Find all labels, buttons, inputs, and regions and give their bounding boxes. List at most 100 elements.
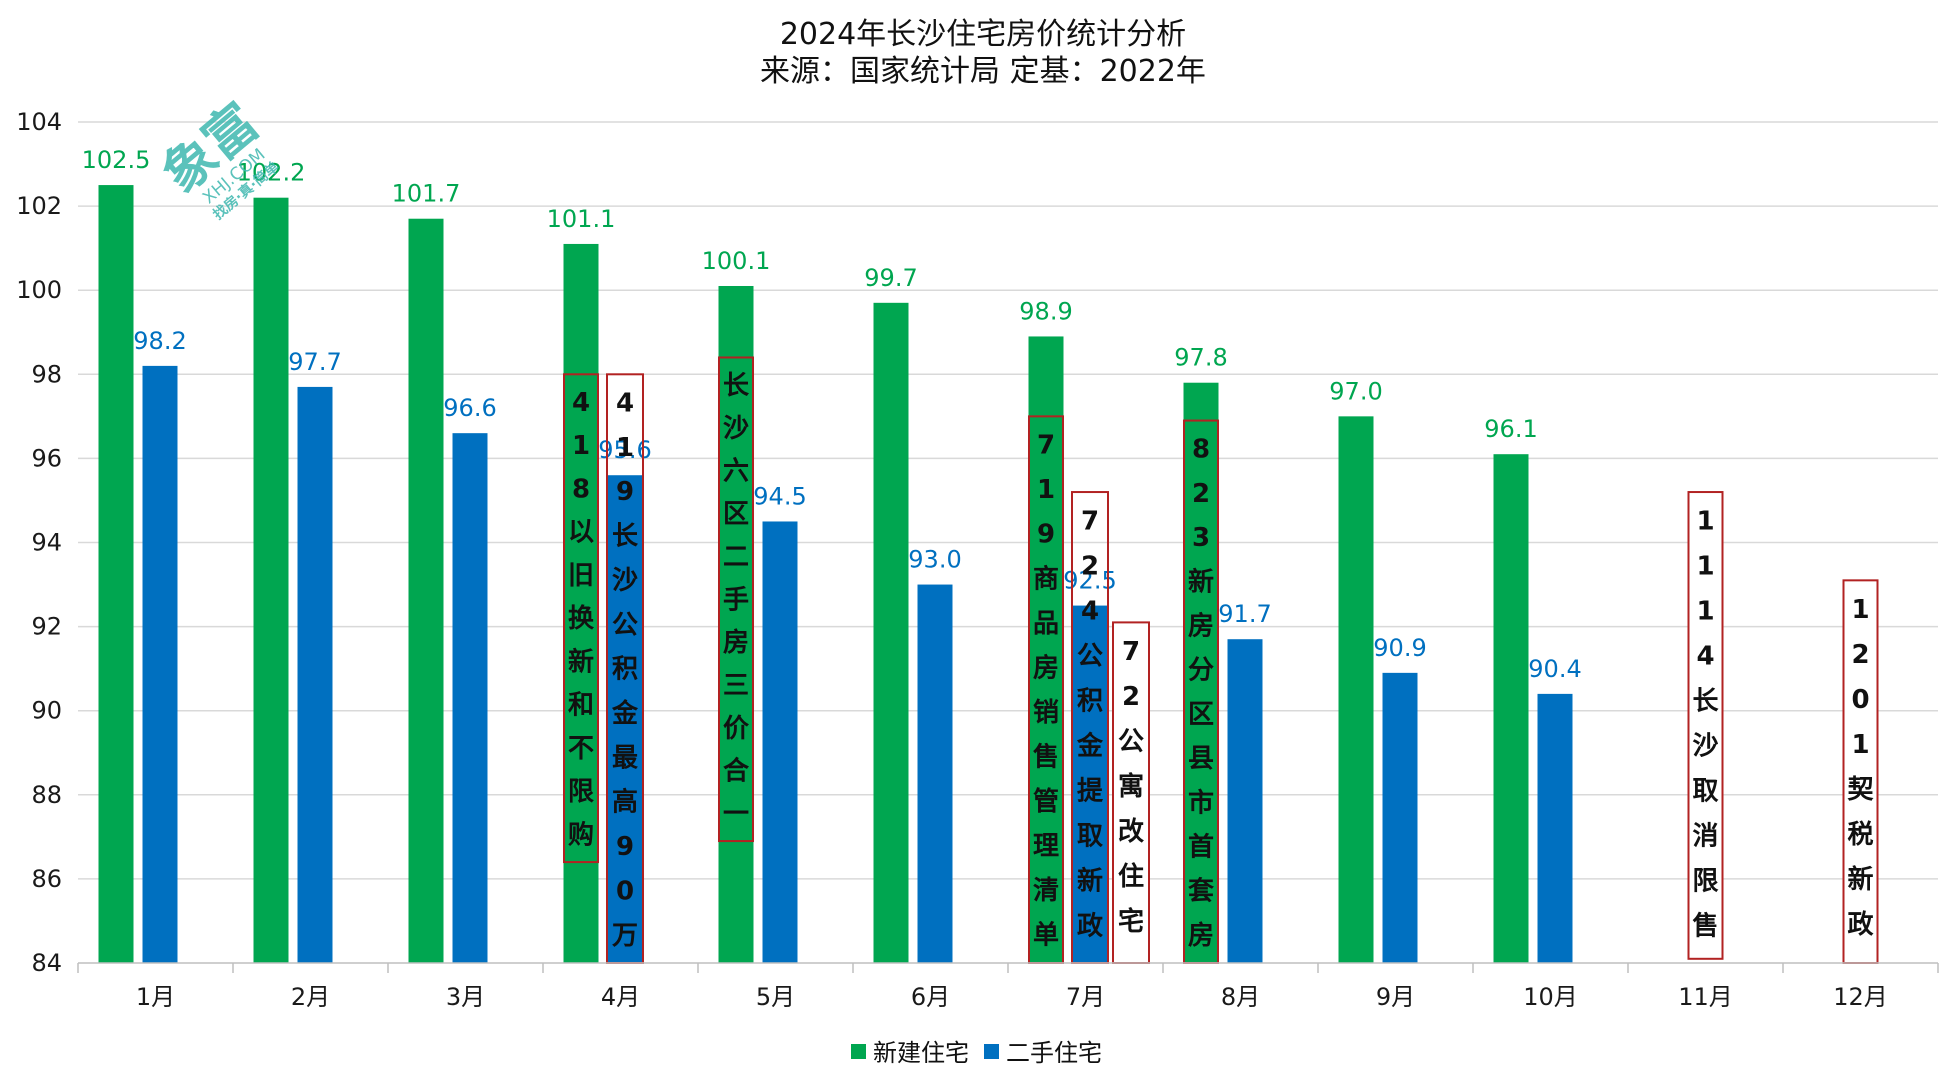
bar xyxy=(98,185,134,963)
y-tick-label: 102 xyxy=(16,192,62,220)
legend: 新建住宅 二手住宅 xyxy=(851,1039,1102,1067)
policy-note-text: 1 2 0 1 契税新政 xyxy=(1846,595,1874,940)
x-tick-label: 9月 xyxy=(1376,983,1415,1011)
data-label: 99.7 xyxy=(864,264,917,292)
bar xyxy=(873,302,909,963)
policy-note-char: 长 xyxy=(723,371,750,401)
policy-note-char: 限 xyxy=(1692,867,1718,897)
policy-note-char: 售 xyxy=(1033,742,1059,773)
policy-note-char: 购 xyxy=(568,820,594,850)
data-label: 93.0 xyxy=(908,546,961,574)
legend-swatch-new-homes xyxy=(851,1044,866,1059)
bar xyxy=(1072,605,1108,963)
chart-title: 2024年长沙住宅房价统计分析 xyxy=(780,17,1186,52)
policy-note-char: 2 xyxy=(1081,552,1099,582)
policy-note-char: 1 xyxy=(616,433,634,463)
policy-note-char: 8 xyxy=(572,474,590,504)
policy-note-char: 4 xyxy=(1696,642,1714,672)
bar xyxy=(917,584,953,963)
bar xyxy=(253,197,289,963)
x-tick-label: 6月 xyxy=(911,983,950,1011)
policy-note-char: 六 xyxy=(723,457,749,487)
x-tick-label: 8月 xyxy=(1221,983,1260,1011)
chart-subtitle: 来源：国家统计局 定基：2022年 xyxy=(760,54,1206,89)
policy-note-char: 沙 xyxy=(1692,732,1718,762)
policy-note-char: 税 xyxy=(1847,820,1873,850)
y-tick-label: 94 xyxy=(31,529,62,557)
policy-note-char: 2 xyxy=(1122,682,1140,712)
bar xyxy=(563,243,599,963)
policy-note-char: 售 xyxy=(1692,911,1718,942)
data-label: 97.8 xyxy=(1174,344,1227,372)
policy-note-char: 7 xyxy=(1122,637,1140,667)
policy-note-char: 一 xyxy=(723,800,749,830)
data-label: 97.0 xyxy=(1329,377,1382,405)
y-tick-label: 96 xyxy=(31,444,62,472)
bar xyxy=(1227,639,1263,963)
policy-note-text: 7 2 公寓改住宅 xyxy=(1118,637,1144,937)
policy-note-char: 政 xyxy=(1077,911,1103,942)
policy-note-char: 新 xyxy=(1077,866,1103,897)
policy-note-char: 4 xyxy=(616,388,634,418)
policy-note-text: 长沙六区二手房三价合一 xyxy=(723,371,750,830)
bars xyxy=(98,185,1573,964)
policy-note-char: 县 xyxy=(1188,744,1214,774)
policy-note-char: 品 xyxy=(1033,609,1059,639)
bar xyxy=(1537,693,1573,963)
y-axis-ticks: 84 86 88 90 92 94 96 98 100 102 104 xyxy=(16,108,62,977)
data-label: 90.9 xyxy=(1373,634,1426,662)
policy-note-text: 7 2 4 公积金提取新政 xyxy=(1076,507,1104,942)
policy-note-char: 房 xyxy=(1188,611,1214,641)
bar xyxy=(452,433,488,963)
policy-note-char: 房 xyxy=(1188,921,1214,951)
policy-note-char: 寓 xyxy=(1118,771,1144,802)
data-label: 101.1 xyxy=(547,205,616,233)
x-tick-label: 3月 xyxy=(446,983,485,1011)
policy-note-char: 新 xyxy=(1188,566,1214,597)
y-tick-label: 98 xyxy=(31,360,62,388)
y-tick-label: 86 xyxy=(31,865,62,893)
data-label: 98.2 xyxy=(133,327,186,355)
policy-note-char: 0 xyxy=(616,876,634,906)
policy-note-char: 旧 xyxy=(568,561,594,591)
bar xyxy=(1183,382,1219,964)
policy-note-char: 3 xyxy=(1192,523,1210,553)
policy-note-char: 金 xyxy=(611,698,639,729)
policy-note-char: 沙 xyxy=(723,414,749,444)
policy-note-char: 取 xyxy=(1077,822,1103,852)
policy-note-char: 以 xyxy=(568,518,594,548)
policy-note-char: 区 xyxy=(723,500,749,530)
policy-note-char: 市 xyxy=(1188,787,1214,818)
policy-note-char: 积 xyxy=(612,655,638,685)
data-label: 96.1 xyxy=(1484,415,1537,443)
bar xyxy=(762,521,798,963)
policy-note-char: 取 xyxy=(1692,777,1718,807)
x-tick-label: 7月 xyxy=(1066,983,1105,1011)
policy-note-char: 改 xyxy=(1118,816,1144,847)
policy-note-char: 限 xyxy=(568,777,594,807)
policy-note-char: 1 xyxy=(1696,597,1714,627)
policy-note-char: 最 xyxy=(612,743,639,773)
policy-note-char: 三 xyxy=(723,671,749,701)
policy-note: 7 2 公寓改住宅 xyxy=(1112,621,1150,965)
policy-note-char: 不 xyxy=(568,734,594,764)
x-tick-label: 5月 xyxy=(756,983,795,1011)
policy-note-box xyxy=(1842,579,1879,964)
data-label: 102.2 xyxy=(237,159,306,187)
x-tick-label: 10月 xyxy=(1523,983,1578,1011)
policy-note: 4 1 8 以旧换新和不限购 xyxy=(563,373,599,864)
policy-note-char: 1 xyxy=(1037,475,1055,505)
policy-note: 长沙六区二手房三价合一 xyxy=(718,356,754,843)
policy-note-char: 4 xyxy=(1081,597,1099,627)
policy-note-char: 首 xyxy=(1188,831,1214,862)
policy-note-text: 4 1 9 长沙公积金最高 9 0 万 xyxy=(611,388,639,950)
policy-note-char: 套 xyxy=(1188,877,1215,907)
policy-note-char: 1 xyxy=(572,431,590,461)
policy-note-char: 4 xyxy=(572,388,590,418)
y-tick-label: 104 xyxy=(16,108,62,136)
x-tick-label: 1月 xyxy=(136,983,175,1011)
policy-note-text: 8 2 3 新房分区县市首套房 xyxy=(1188,435,1215,951)
policy-note-char: 8 xyxy=(1192,435,1210,465)
gridlines xyxy=(78,121,1938,880)
